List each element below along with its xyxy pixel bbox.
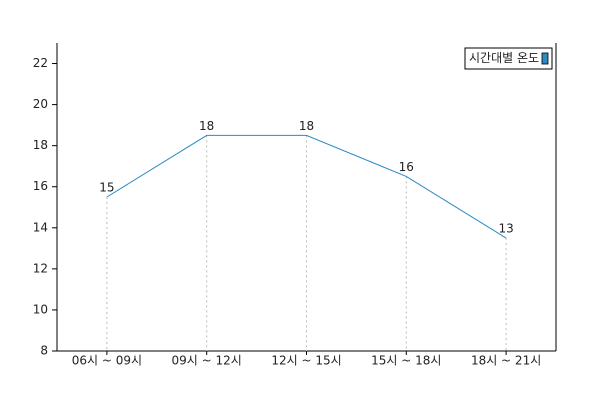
y-tick-label: 14 [33, 220, 48, 234]
x-tick-label: 09시 ~ 12시 [172, 354, 242, 368]
x-tick-label: 18시 ~ 21시 [471, 354, 541, 368]
y-tick-label: 12 [33, 261, 48, 275]
value-label: 13 [498, 222, 513, 236]
legend-label: 시간대별 온도 [469, 51, 539, 65]
value-label: 16 [399, 160, 414, 174]
legend-swatch [541, 52, 549, 65]
x-tick-label: 12시 ~ 15시 [271, 354, 341, 368]
y-tick-label: 20 [33, 97, 48, 111]
value-label: 18 [299, 119, 314, 133]
y-tick-label: 22 [33, 56, 48, 70]
x-tick-label: 15시 ~ 18시 [371, 354, 441, 368]
y-tick-label: 10 [33, 302, 48, 316]
line [106, 134, 507, 239]
legend-box [464, 47, 553, 70]
x-tick-label: 06시 ~ 09시 [72, 354, 142, 368]
value-label: 15 [99, 181, 114, 195]
y-tick-label: 16 [33, 179, 48, 193]
y-tick-label: 8 [40, 344, 48, 358]
y-tick-label: 18 [33, 138, 48, 152]
value-label: 18 [199, 119, 214, 133]
